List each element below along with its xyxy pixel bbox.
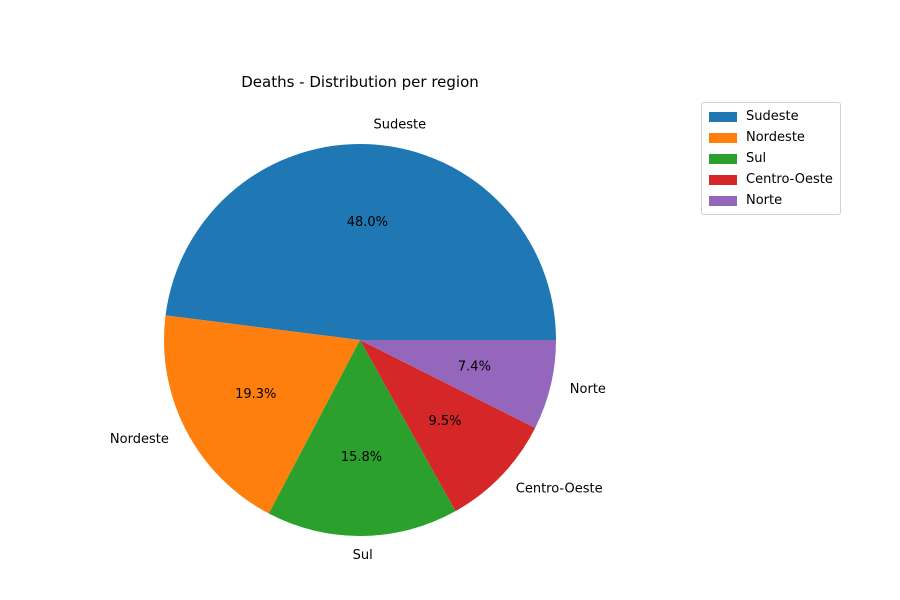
pie-slice-sul: [268, 340, 456, 536]
pct-label-nordeste: 19.3%: [235, 387, 276, 402]
legend-label: Sudeste: [746, 109, 799, 124]
pie-slice-norte: [360, 340, 556, 428]
legend-label: Centro-Oeste: [746, 172, 833, 187]
legend-label: Sul: [746, 151, 767, 166]
legend-label: Norte: [746, 193, 783, 208]
legend-label: Nordeste: [746, 130, 805, 145]
legend-swatch: [709, 132, 737, 143]
pct-label-sul: 15.8%: [341, 450, 382, 465]
legend-swatch: [709, 153, 737, 164]
legend: Sudeste Nordeste Sul Centro-Oeste Norte: [701, 102, 841, 215]
pct-label-centro-oeste: 9.5%: [428, 414, 461, 429]
legend-item-centro-oeste: Centro-Oeste: [702, 169, 840, 190]
slice-label-norte: Norte: [570, 382, 606, 397]
legend-swatch: [709, 195, 737, 206]
slice-label-centro-oeste: Centro-Oeste: [516, 482, 603, 497]
pie-slices: [164, 144, 556, 536]
legend-swatch: [709, 111, 737, 122]
category-labels: Sudeste Nordeste Sul Centro-Oeste Norte: [110, 117, 606, 563]
slice-label-sul: Sul: [353, 548, 373, 563]
percentage-labels: 48.0% 19.3% 15.8% 9.5% 7.4%: [235, 215, 491, 465]
legend-item-sul: Sul: [702, 148, 840, 169]
pie-slice-nordeste: [164, 315, 360, 514]
pie-slice-sudeste: [165, 144, 556, 340]
pct-label-norte: 7.4%: [458, 360, 491, 375]
legend-item-nordeste: Nordeste: [702, 127, 840, 148]
slice-label-sudeste: Sudeste: [374, 117, 427, 132]
chart-title: Deaths - Distribution per region: [241, 73, 479, 91]
pct-label-sudeste: 48.0%: [347, 215, 388, 230]
pie-slice-centro-oeste: [360, 340, 536, 512]
slice-label-nordeste: Nordeste: [110, 432, 169, 447]
legend-item-norte: Norte: [702, 190, 840, 211]
legend-item-sudeste: Sudeste: [702, 106, 840, 127]
legend-swatch: [709, 174, 737, 185]
